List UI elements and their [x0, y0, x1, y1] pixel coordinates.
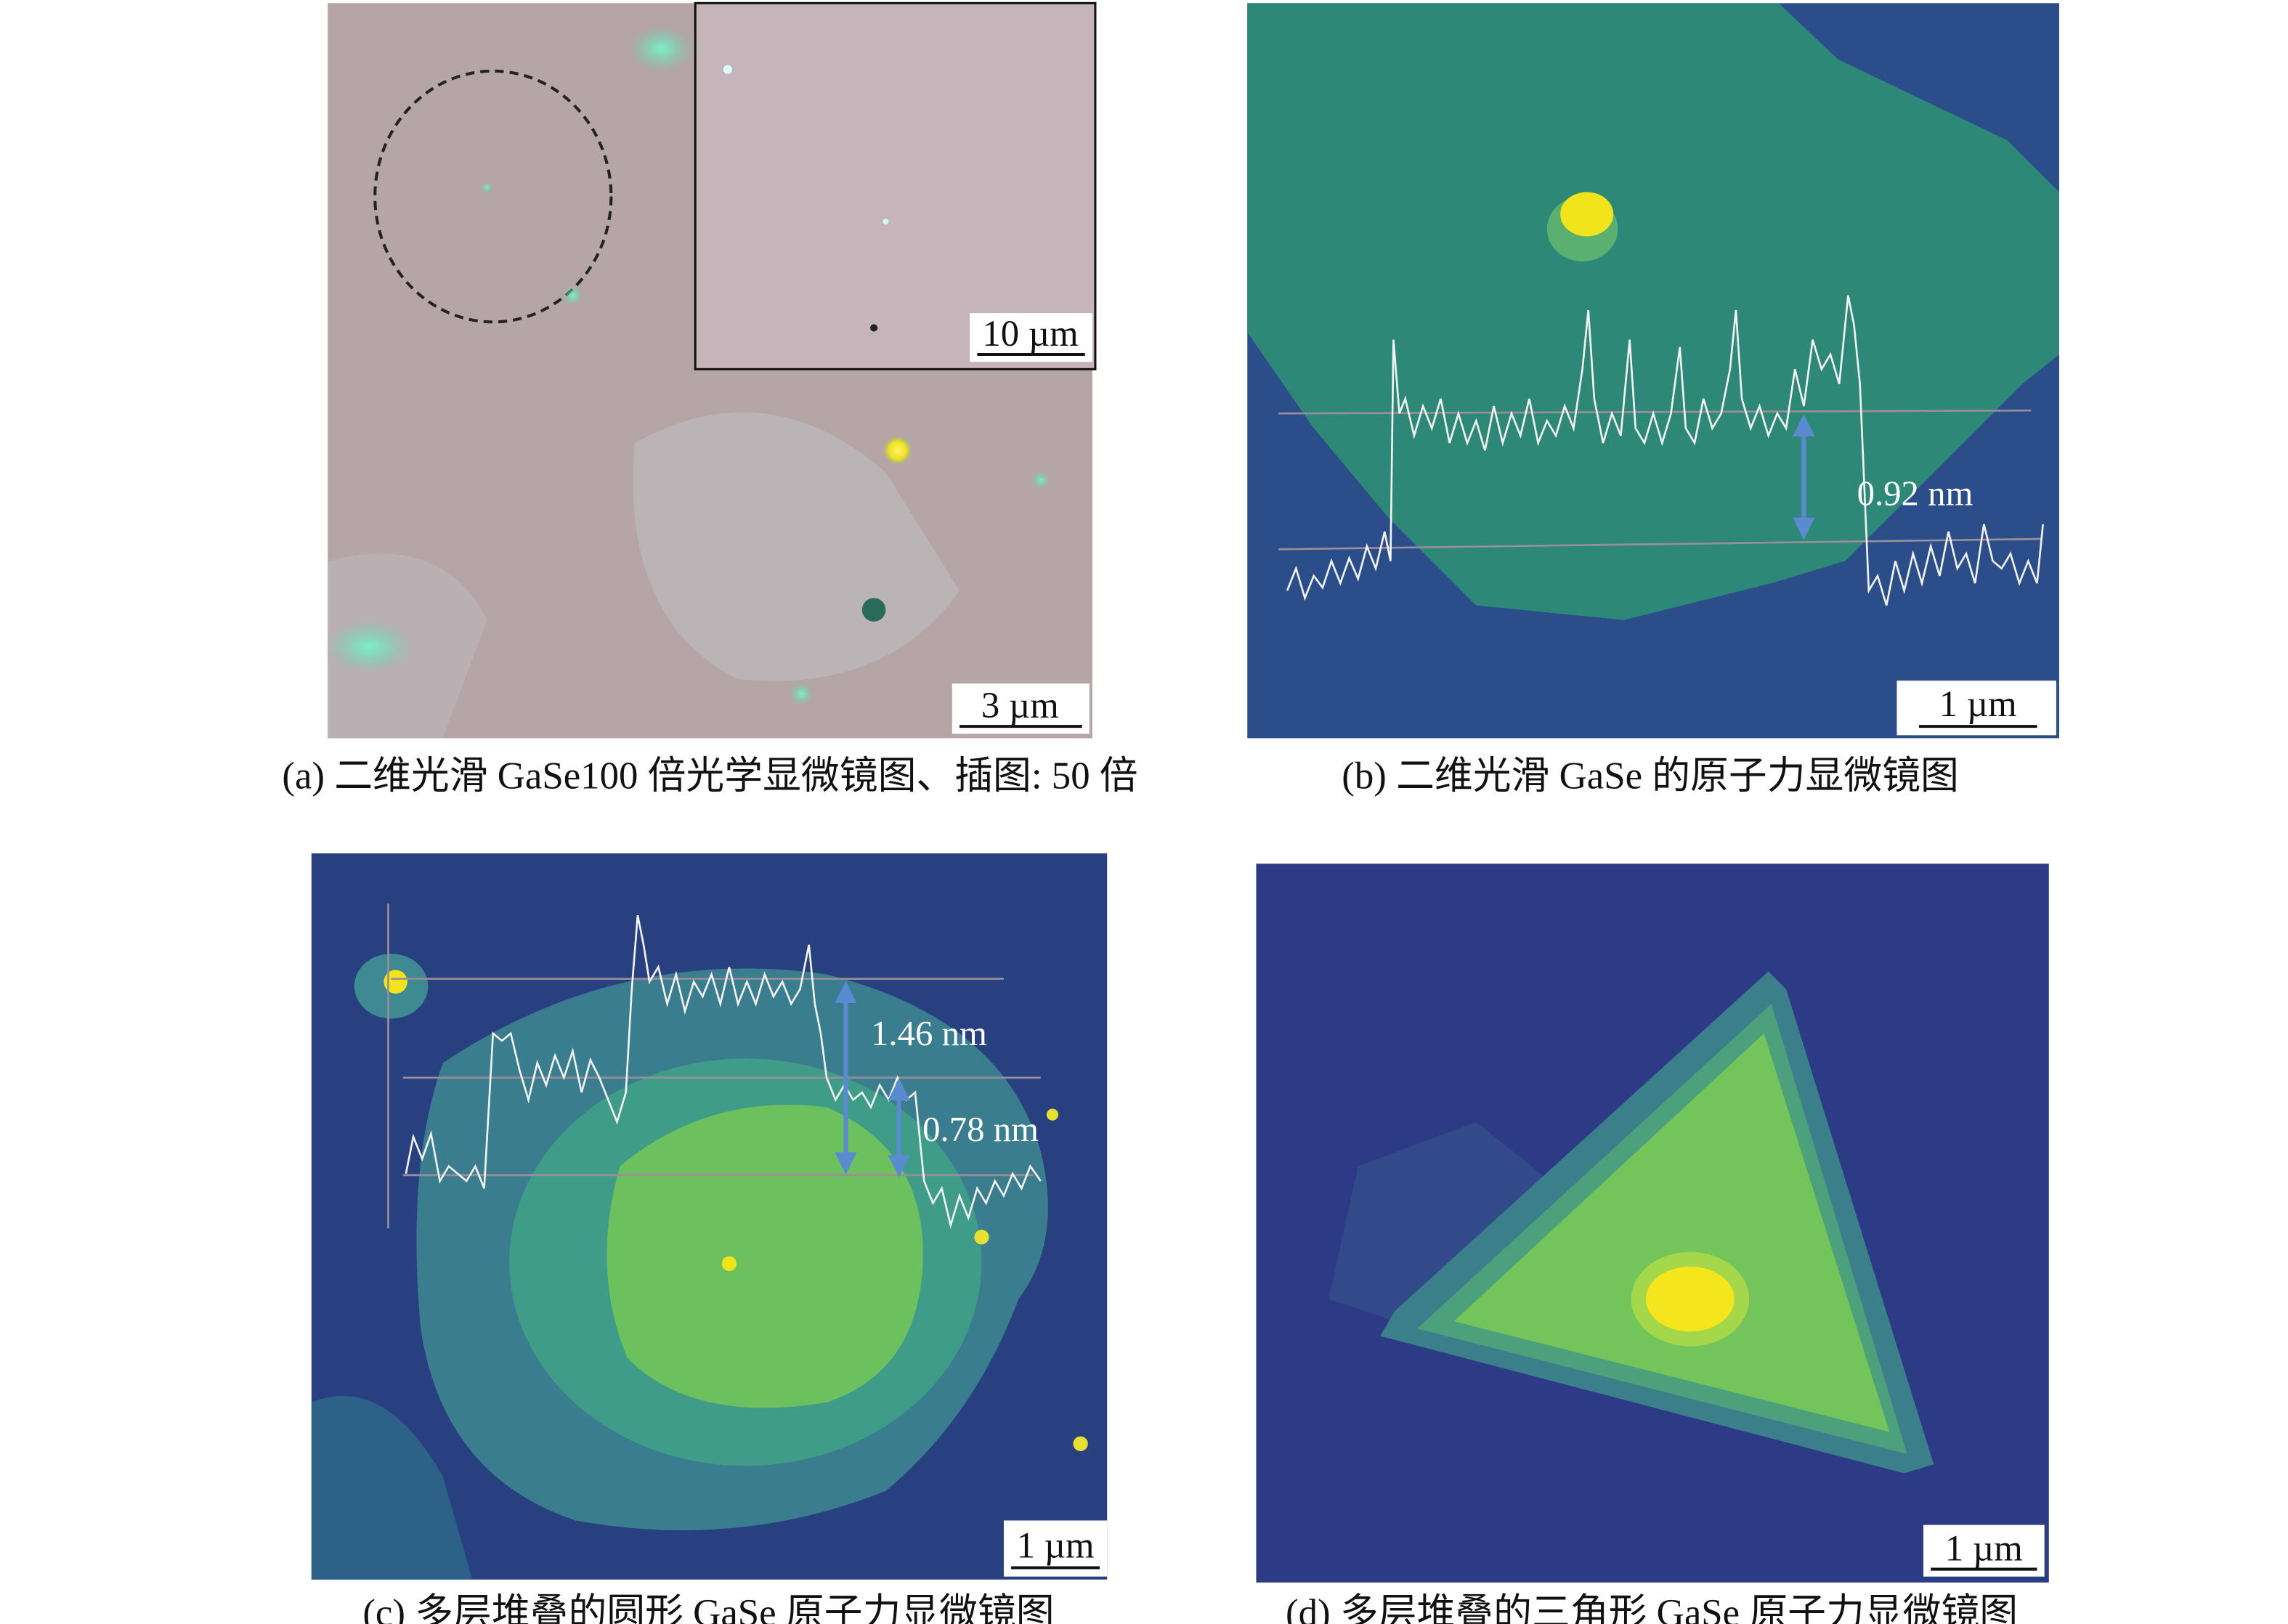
caption: (c) 多层堆叠的圆形 GaSe 原子力显微镜图 — [362, 1592, 1054, 1624]
scale-bar-label: 1 µm — [1017, 1524, 1095, 1565]
panel-b: 0.92 nm 1 µm (b) 二维光滑 GaSe 的原子力显微镜图 — [1247, 3, 2059, 797]
scale-bar-label: 3 µm — [981, 685, 1059, 726]
annotation: 0.92 nm — [1857, 474, 1973, 513]
patch — [311, 1395, 473, 1580]
caption: (d) 多层堆叠的三角形 GaSe 原子力显微镜图 — [1286, 1592, 2018, 1624]
inner-layer — [1453, 1033, 1890, 1432]
spot — [325, 620, 414, 673]
spot — [883, 219, 889, 225]
spot — [481, 182, 493, 194]
dashed-circle — [373, 69, 613, 324]
particle — [1645, 1266, 1735, 1332]
inner-layer — [607, 1105, 923, 1408]
spot — [723, 65, 732, 74]
patch — [1328, 1121, 1550, 1329]
spot — [790, 682, 814, 706]
annotation: 1.46 nm — [871, 1014, 987, 1053]
inset — [694, 1, 1097, 370]
height-profile — [1286, 295, 2044, 606]
particle — [721, 1256, 737, 1272]
spot — [870, 324, 878, 332]
caption: (b) 二维光滑 GaSe 的原子力显微镜图 — [1342, 755, 1959, 797]
spot — [861, 598, 886, 622]
scale-bar-label: 1 µm — [1939, 683, 2017, 724]
panel-c: 1.46 nm 0.78 nm 1 µm (c) 多层堆叠的圆形 GaSe 原子… — [311, 853, 1108, 1624]
scale-bar-label: 10 µm — [982, 313, 1078, 354]
scale-bar-label: 1 µm — [1945, 1527, 2023, 1568]
caption: (a) 二维光滑 GaSe100 倍光学显微镜图、插图: 50 倍 — [282, 755, 1137, 797]
particle — [1073, 1436, 1088, 1451]
flake — [1247, 3, 2059, 620]
particle — [384, 970, 407, 994]
annotation: 0.78 nm — [922, 1110, 1039, 1149]
reference-line — [1278, 409, 2032, 415]
spot — [628, 25, 694, 73]
spot — [883, 435, 912, 466]
reference-line — [1278, 537, 2042, 551]
particle — [974, 1230, 989, 1245]
spot — [562, 285, 583, 306]
particle — [1046, 1108, 1059, 1121]
panel-a: 10 µm 3 µm (a) 二维光滑 GaSe100 倍光学显微镜图、插图: … — [282, 1, 1138, 797]
particle — [1560, 192, 1614, 237]
panel-d: 1 µm (d) 多层堆叠的三角形 GaSe 原子力显微镜图 — [1256, 864, 2049, 1624]
height-profile — [405, 914, 1042, 1230]
spot — [1031, 471, 1050, 489]
